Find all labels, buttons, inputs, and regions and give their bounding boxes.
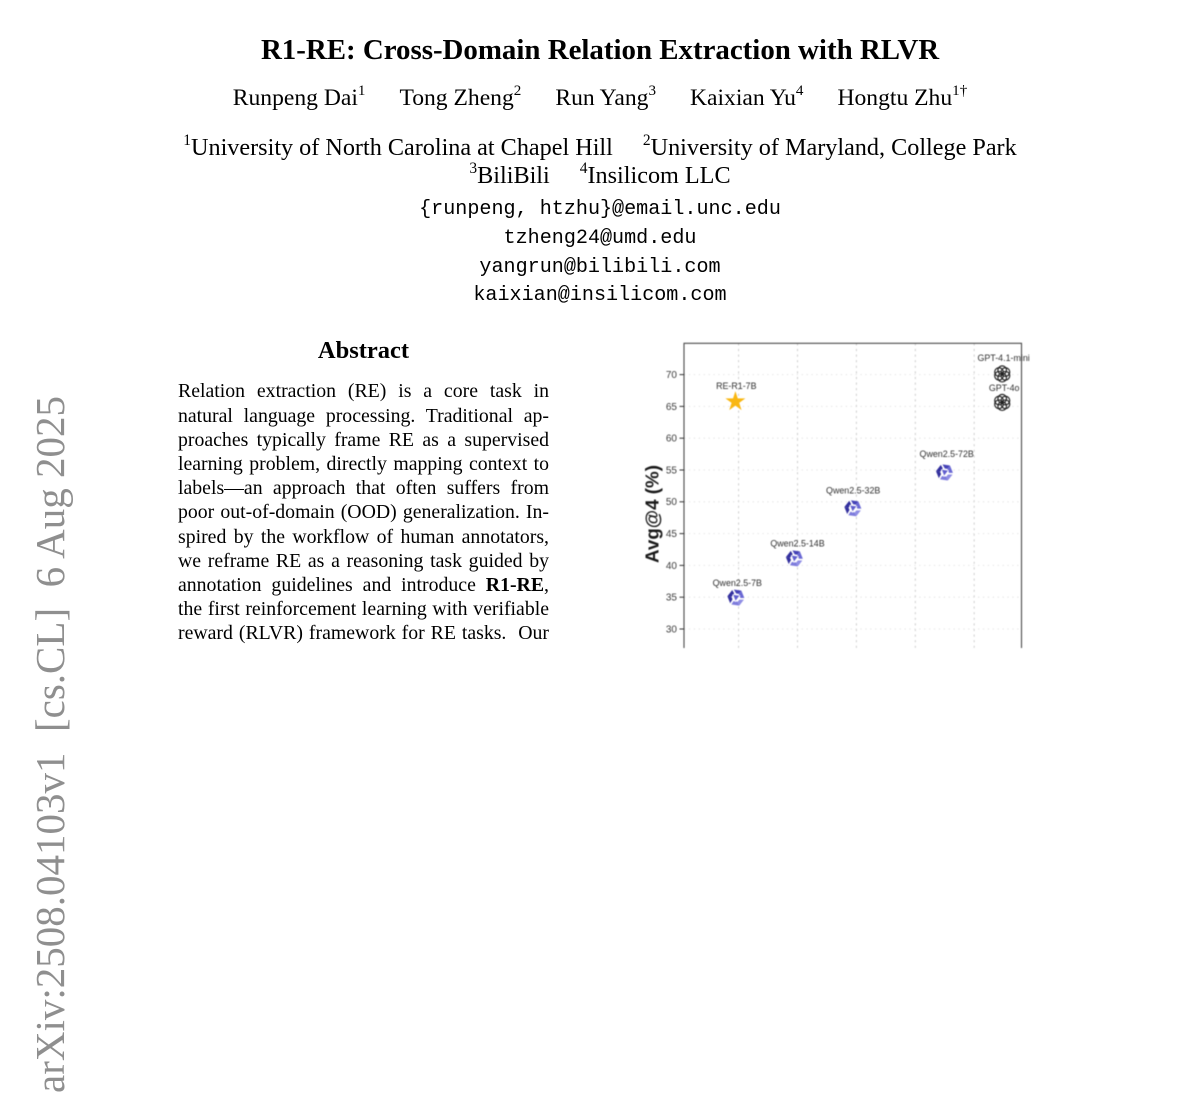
svg-text:Avg@4 (%): Avg@4 (%) — [642, 465, 663, 563]
svg-text:45: 45 — [666, 529, 678, 540]
svg-text:Qwen2.5-7B: Qwen2.5-7B — [713, 578, 762, 588]
svg-text:GPT-4.1-mini: GPT-4.1-mini — [977, 353, 1029, 363]
svg-text:65: 65 — [666, 402, 678, 413]
svg-text:70: 70 — [666, 370, 678, 381]
svg-text:Qwen2.5-32B: Qwen2.5-32B — [826, 486, 880, 496]
svg-text:GPT-4o: GPT-4o — [989, 383, 1020, 393]
svg-text:60: 60 — [666, 434, 678, 445]
svg-text:40: 40 — [666, 561, 678, 572]
svg-text:Qwen2.5-72B: Qwen2.5-72B — [920, 449, 974, 459]
svg-text:30: 30 — [666, 624, 678, 635]
svg-text:Qwen2.5-14B: Qwen2.5-14B — [770, 539, 824, 549]
svg-text:35: 35 — [666, 593, 678, 604]
svg-text:50: 50 — [666, 497, 678, 508]
svg-text:RE-R1-7B: RE-R1-7B — [716, 381, 757, 391]
svg-text:55: 55 — [666, 465, 678, 476]
